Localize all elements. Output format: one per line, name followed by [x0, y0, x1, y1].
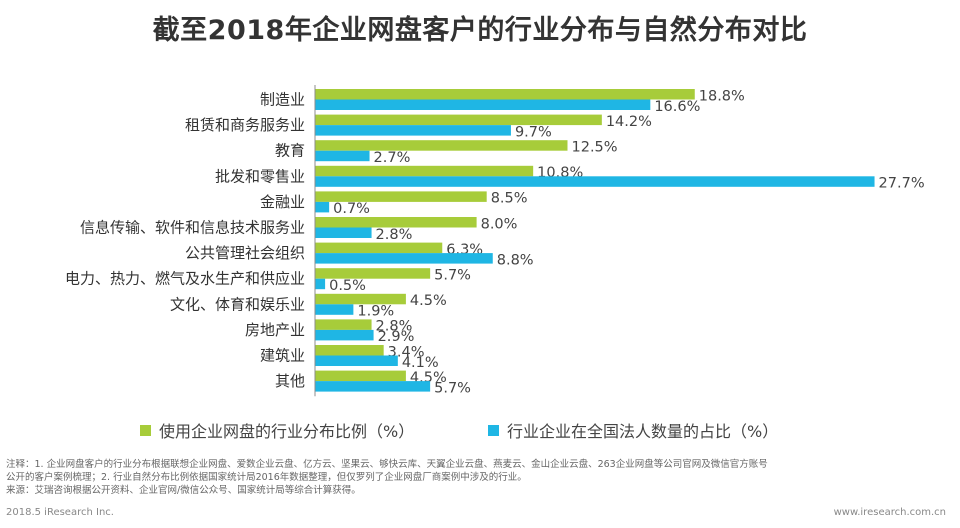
category-label: 教育 [275, 142, 305, 160]
bar-series1 [315, 114, 602, 126]
data-label-series2: 27.7% [879, 176, 925, 192]
category-label: 租赁和商务服务业 [185, 116, 305, 134]
legend-item-series1: 使用企业网盘的行业分布比例（%） [140, 418, 414, 442]
legend-item-series2: 行业企业在全国法人数量的占比（%） [488, 418, 778, 442]
data-label-series1: 14.2% [606, 114, 652, 130]
chart-title: 截至2018年企业网盘客户的行业分布与自然分布对比 [152, 15, 808, 46]
data-label-series2: 8.8% [497, 252, 534, 268]
bar-series1 [315, 345, 384, 356]
bar-series2 [315, 99, 651, 110]
bar-series1 [315, 293, 406, 305]
bar-series2 [315, 355, 398, 366]
bar-series1 [315, 140, 568, 151]
bar-series1 [315, 268, 431, 279]
bar-series2 [315, 304, 354, 315]
bar-series1 [315, 217, 477, 228]
footnotes: 注释：1. 企业网盘客户的行业分布根据联想企业网盘、爱数企业云盘、亿方云、坚果云… [6, 458, 956, 497]
category-label: 其他 [275, 372, 305, 390]
bar-series1 [315, 242, 443, 254]
data-label-series2: 2.9% [378, 329, 415, 345]
data-label-series1: 8.5% [491, 191, 528, 207]
category-label: 信息传输、软件和信息技术服务业 [80, 219, 305, 237]
bar-series1 [315, 165, 534, 177]
bar-series1 [315, 319, 372, 330]
bar-chart: 制造业 18.8%16.6% 租赁和商务服务业 14.2% 9.7% 教育 12.5% 2.7… [65, 85, 925, 396]
data-label-series1: 2.8% [376, 319, 413, 335]
bar-series1 [315, 191, 487, 202]
footnote-line-2: 公开的客户案例梳理；2. 行业自然分布比例依据国家统计局2016年数据整理，但仅… [6, 472, 527, 483]
bar-series2 [315, 278, 326, 290]
data-label-series2: 5.7% [434, 380, 471, 396]
category-label: 电力、热力、燃气及水生产和供应业 [65, 270, 305, 288]
data-label-series2: 0.5% [329, 278, 366, 294]
data-label-series2: 2.8% [376, 227, 413, 243]
bar-series2 [315, 329, 374, 341]
bar-series2 [315, 125, 511, 136]
category-label: 文化、体育和娱乐业 [170, 295, 305, 313]
legend-swatch-series2 [488, 424, 499, 436]
category-label: 制造业 [260, 91, 305, 109]
category-label: 批发和零售业 [215, 167, 305, 185]
bar-series2 [315, 176, 875, 187]
data-label-series1: 4.5% [410, 293, 447, 309]
category-label: 房地产业 [245, 321, 305, 339]
legend-label-series2: 行业企业在全国法人数量的占比（%） [507, 422, 779, 441]
footer-website: www.iresearch.com.cn [833, 507, 946, 518]
bar-series2 [315, 381, 431, 392]
data-label-series2: 0.7% [333, 201, 370, 217]
bar-series2 [315, 253, 493, 264]
data-label-series2: 16.6% [654, 99, 700, 115]
data-label-series1: 5.7% [434, 267, 471, 283]
category-label: 建筑业 [260, 347, 305, 365]
category-label: 公共管理社会组织 [185, 244, 305, 262]
bar-series2 [315, 201, 330, 213]
data-label-series2: 1.9% [357, 304, 394, 320]
legend-swatch-series1 [140, 424, 151, 436]
bar-series2 [315, 150, 370, 162]
data-label-series1: 18.8% [699, 88, 745, 104]
bar-series2 [315, 227, 372, 238]
bar-series1 [315, 89, 695, 100]
data-label-series2: 4.1% [402, 355, 439, 371]
data-label-series1: 12.5% [572, 139, 618, 155]
footer-copyright: 2018.5 iResearch Inc. [6, 507, 114, 518]
data-label-series2: 2.7% [374, 150, 411, 166]
footnote-line-1: 注释：1. 企业网盘客户的行业分布根据联想企业网盘、爱数企业云盘、亿方云、坚果云… [6, 459, 768, 470]
legend-label-series1: 使用企业网盘的行业分布比例（%） [159, 422, 415, 441]
bar-series1 [315, 370, 406, 382]
data-label-series1: 8.0% [481, 216, 518, 232]
source-line: 来源：艾瑞咨询根据公开资料、企业官网/微信公众号、国家统计局等综合计算获得。 [6, 485, 361, 496]
category-label: 金融业 [260, 193, 305, 211]
data-label-series2: 9.7% [515, 124, 552, 140]
